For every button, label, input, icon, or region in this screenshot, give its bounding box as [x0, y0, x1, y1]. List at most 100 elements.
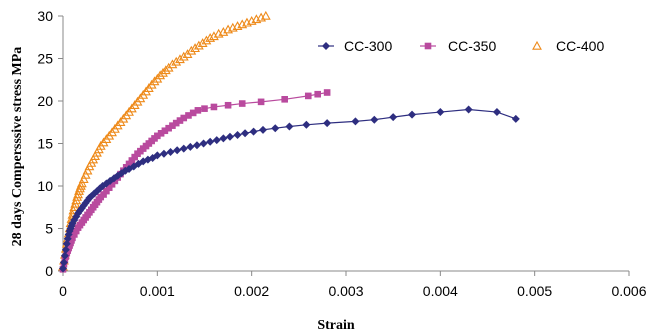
data-point — [260, 10, 271, 20]
data-point — [492, 108, 501, 117]
data-point — [80, 169, 91, 179]
data-point — [233, 131, 242, 139]
data-point — [186, 45, 197, 55]
data-point — [370, 115, 379, 124]
data-point — [238, 100, 246, 107]
data-point — [218, 27, 229, 36]
data-point — [103, 187, 110, 195]
data-point — [105, 184, 113, 191]
data-point — [271, 124, 280, 133]
legend-label: CC-400 — [556, 38, 604, 54]
axes: 0 5 10 15 20 25 30 0 0.001 0.002 0.003 0.004 0.005 0.… — [37, 8, 646, 299]
data-point — [59, 264, 67, 273]
legend-label: CC-350 — [448, 38, 496, 54]
data-point — [157, 130, 165, 137]
x-tick-label: 0 — [59, 283, 67, 299]
data-point — [285, 122, 294, 131]
data-point — [190, 43, 201, 53]
data-point — [206, 137, 215, 146]
data-point — [189, 109, 197, 117]
data-point — [149, 76, 160, 86]
data-point — [199, 139, 208, 148]
series-line — [62, 108, 517, 269]
data-point — [61, 245, 70, 254]
data-point — [241, 129, 250, 138]
data-point — [62, 239, 71, 248]
data-point — [176, 117, 184, 124]
data-point — [166, 148, 175, 156]
legend-marker — [322, 42, 330, 50]
data-point — [155, 70, 166, 80]
y-tick-label: 25 — [37, 51, 53, 67]
data-point — [258, 125, 267, 134]
data-point — [178, 51, 189, 61]
y-tick-label: 0 — [45, 263, 53, 279]
data-point — [225, 132, 234, 141]
data-point — [185, 112, 192, 119]
data-point — [179, 144, 188, 153]
data-point — [158, 67, 168, 77]
data-point — [76, 178, 87, 188]
data-point — [69, 234, 76, 242]
data-point — [323, 89, 331, 96]
data-point — [180, 114, 188, 122]
data-point — [173, 146, 182, 155]
data-point — [464, 105, 473, 114]
data-point — [210, 103, 218, 111]
data-point — [193, 40, 204, 50]
data-point — [161, 127, 169, 135]
x-axis-label: Strain — [317, 318, 355, 333]
y-tick-label: 10 — [37, 178, 53, 194]
data-point — [192, 141, 201, 150]
legend: CC-300 CC-350 CC-400 — [318, 38, 604, 54]
series-layer — [58, 10, 520, 273]
y-axis-label: 28 days Compersssive stress MPa — [10, 47, 25, 247]
y-tick-label: 5 — [45, 221, 53, 237]
data-point — [171, 56, 182, 66]
data-point — [160, 65, 171, 75]
data-point — [219, 134, 228, 143]
data-point — [304, 92, 312, 100]
data-point — [108, 181, 116, 188]
legend-marker — [532, 40, 542, 50]
data-point — [212, 136, 221, 145]
data-point — [59, 258, 68, 267]
x-tick-label: 0.001 — [140, 283, 175, 299]
series-cc-300 — [59, 105, 520, 273]
data-point — [78, 174, 89, 183]
legend-item-cc-350: CC-350 — [420, 38, 496, 54]
data-point — [100, 191, 107, 198]
data-point — [194, 107, 202, 114]
data-point — [201, 105, 208, 112]
data-point — [172, 119, 180, 127]
x-tick-label: 0.003 — [328, 283, 363, 299]
data-point — [249, 127, 258, 136]
x-tick-label: 0.004 — [423, 283, 458, 299]
y-tick-label: 15 — [37, 136, 53, 152]
data-point — [197, 38, 208, 47]
data-point — [281, 96, 288, 103]
data-point — [208, 31, 219, 41]
data-point — [201, 35, 212, 45]
data-point — [302, 120, 311, 129]
data-point — [131, 153, 138, 161]
data-point — [205, 32, 216, 42]
data-point — [71, 231, 78, 238]
x-tick-label: 0.005 — [517, 283, 552, 299]
data-point — [186, 142, 195, 151]
data-point — [389, 113, 398, 122]
data-point — [436, 108, 445, 117]
data-point — [82, 165, 93, 175]
data-point — [408, 110, 417, 119]
data-point — [159, 149, 168, 158]
data-point — [128, 157, 136, 164]
data-point — [511, 114, 520, 123]
data-point — [165, 124, 172, 132]
data-point — [122, 164, 130, 171]
data-point — [314, 90, 321, 98]
data-point — [323, 119, 332, 128]
data-point — [60, 251, 69, 260]
data-point — [125, 160, 133, 168]
x-tick-label: 0.006 — [611, 283, 646, 299]
